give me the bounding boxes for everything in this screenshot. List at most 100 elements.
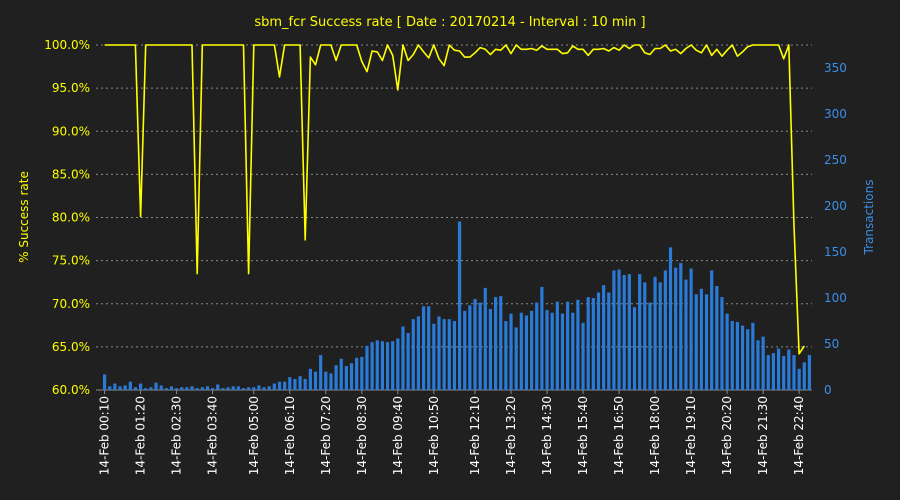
transaction-bar [530,310,534,390]
left-tick-label: 60.0% [52,383,90,397]
transaction-bar [473,298,477,390]
transaction-bar [257,385,261,390]
x-tick-label: 14-Feb 21:30 [756,396,770,475]
transaction-bar [138,383,143,390]
transaction-bar [380,341,384,390]
transaction-bar [190,386,194,390]
transaction-bar [735,321,739,390]
transaction-bar [514,327,518,390]
left-tick-label: 70.0% [52,297,90,311]
transaction-bar [519,312,523,390]
transaction-bar [385,342,390,390]
transaction-bar [226,387,230,390]
transaction-bar [303,378,307,390]
right-axis-label: Transactions [862,180,876,256]
transaction-bar [149,387,153,390]
success-rate-line [104,44,805,355]
transaction-bar [730,321,734,390]
transaction-bar [272,383,276,390]
transaction-bar [298,376,302,390]
x-tick-label: 14-Feb 07:20 [319,396,333,475]
transaction-bar [663,270,667,390]
transaction-bar [108,386,112,390]
chart-title: sbm_fcr Success rate [ Date : 20170214 -… [254,15,645,30]
transaction-bar [319,355,323,390]
x-tick-label: 14-Feb 03:40 [206,396,220,475]
transaction-bar [710,270,714,390]
transaction-bar [185,387,189,390]
transaction-bar [463,310,467,390]
transaction-bar [169,386,174,390]
left-tick-label: 90.0% [52,124,90,138]
transaction-bar [679,263,683,390]
transaction-bar [674,267,678,390]
left-tick-label: 75.0% [52,254,90,268]
transaction-bar [648,302,652,390]
transaction-bar [596,292,601,390]
transaction-bar [771,353,776,390]
right-tick-label: 350 [824,61,847,75]
transaction-bar [566,301,570,390]
transaction-bar [524,315,529,390]
transaction-bar [591,298,595,390]
transaction-bar [113,383,117,390]
transaction-bar [694,294,698,390]
transaction-bar [478,302,482,390]
transaction-bar [776,348,781,390]
x-tick-label: 14-Feb 02:30 [170,396,184,475]
transaction-bar [792,355,796,390]
transaction-bar [416,316,421,390]
transaction-bar [586,297,590,390]
transaction-bar [241,388,246,390]
transaction-bar [133,387,138,390]
transaction-bar [164,388,168,390]
transaction-bar [262,387,266,390]
transaction-bar [545,309,549,390]
transaction-bar [653,276,657,390]
transaction-bar [437,316,441,390]
transaction-bar [432,323,436,390]
transaction-bar [144,388,148,390]
transaction-bar [236,386,240,390]
transaction-bar [535,302,539,390]
transaction-bar [457,221,462,390]
transaction-bar [128,381,132,390]
transaction-bar [612,270,616,390]
transaction-bar [355,357,359,390]
transaction-bar [643,282,647,390]
transaction-bar [787,349,791,390]
transaction-bar [699,288,703,390]
transaction-bar [638,274,642,390]
x-tick-label: 14-Feb 14:30 [540,396,554,475]
transaction-bar [288,377,292,390]
transaction-bar [746,329,750,390]
right-axis-ticks: 0 50 100 150 200 250 300 350 [824,61,847,397]
x-tick-label: 14-Feb 10:50 [427,396,441,475]
x-tick-label: 14-Feb 22:40 [792,396,806,475]
x-tick-label: 14-Feb 18:00 [648,396,662,475]
transaction-bar [277,381,282,390]
transaction-bar [205,386,210,390]
transaction-bar [421,306,426,390]
right-tick-label: 250 [824,153,847,167]
transaction-bar [766,355,770,390]
transaction-bar [740,325,745,390]
right-tick-label: 300 [824,107,847,121]
right-tick-label: 50 [824,337,839,351]
transaction-bar [782,355,786,390]
transaction-bar [632,307,637,390]
transaction-bar [283,381,287,390]
transaction-bar [252,387,256,390]
transaction-bar [627,274,631,390]
transaction-bar [442,319,446,390]
x-tick-label: 14-Feb 16:50 [612,396,626,475]
transaction-bar [313,371,318,390]
grid [96,44,812,348]
right-tick-label: 200 [824,199,847,213]
x-tick-label: 14-Feb 06:10 [283,396,297,475]
transaction-bar [231,386,235,390]
transaction-bar [329,373,333,390]
transaction-bar [797,368,801,390]
transaction-bar [720,297,724,390]
